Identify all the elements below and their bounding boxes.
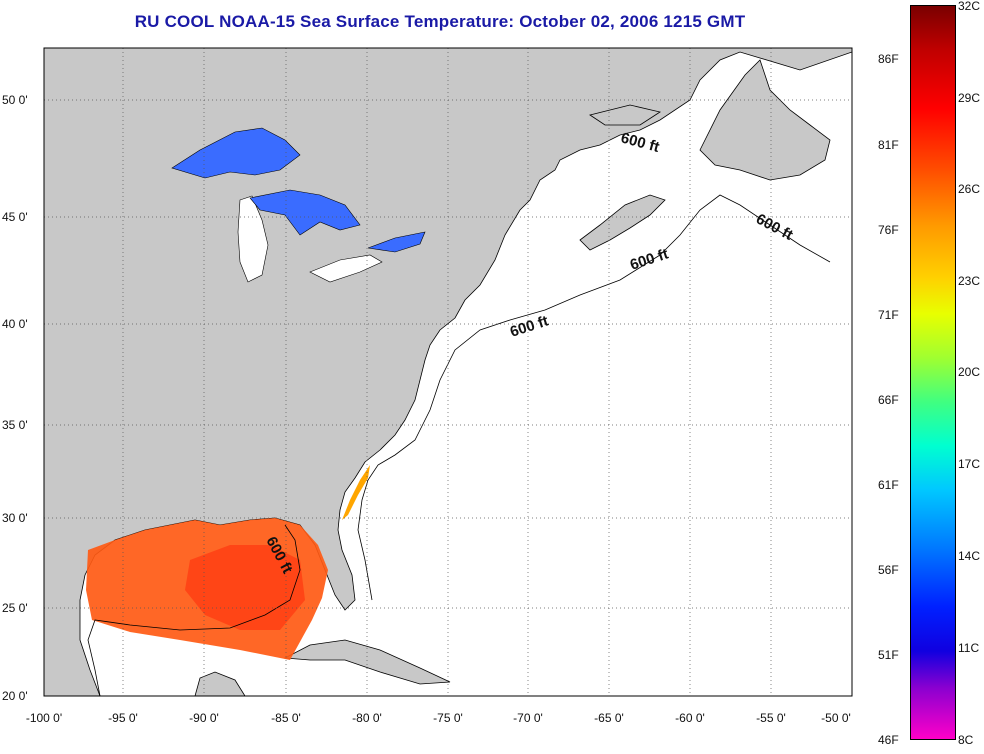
- colorbar-celsius-label: 14C: [958, 549, 981, 563]
- colorbar-fahrenheit-label: 46F: [878, 733, 899, 747]
- colorbar-celsius-label: 11C: [958, 641, 980, 655]
- isobath-600ft: [357, 194, 831, 601]
- lat-label: 25 0': [2, 601, 28, 615]
- lon-label: -75 0': [433, 711, 463, 725]
- colorbar-celsius-label: 32C: [958, 0, 981, 13]
- colorbar-celsius-label: 20C: [958, 365, 981, 379]
- temperature-colorbar: [910, 5, 956, 740]
- colorbar-fahrenheit-label: 66F: [878, 393, 899, 407]
- lat-label: 35 0': [2, 418, 28, 432]
- lake-huron: [249, 189, 361, 236]
- nova-scotia-land: [579, 194, 666, 251]
- lon-label: -95 0': [108, 711, 138, 725]
- colorbar-fahrenheit-label: 56F: [878, 563, 899, 577]
- colorbar-fahrenheit-label: 86F: [878, 52, 899, 66]
- map-title: RU COOL NOAA-15 Sea Surface Temperature:…: [134, 12, 746, 31]
- newfoundland-land: [699, 59, 831, 181]
- lake-superior: [171, 127, 301, 179]
- lake-erie: [309, 254, 383, 283]
- lon-label: -70 0': [513, 711, 543, 725]
- lon-label: -55 0': [756, 711, 786, 725]
- colorbar-celsius-label: 8C: [958, 733, 974, 747]
- colorbar-celsius-label: 23C: [958, 274, 981, 288]
- lake-ontario: [367, 231, 426, 253]
- colorbar-celsius-label: 26C: [958, 182, 981, 196]
- lat-label: 20 0': [2, 689, 28, 703]
- colorbar-fahrenheit-label: 71F: [878, 308, 899, 322]
- lat-label: 45 0': [2, 210, 28, 224]
- colorbar-fahrenheit-label: 81F: [878, 138, 899, 152]
- lon-label: -90 0': [189, 711, 219, 725]
- lon-label: -50 0': [821, 711, 851, 725]
- colorbar-celsius-label: 17C: [958, 457, 981, 471]
- isobath-600ft-gulf: [87, 524, 301, 697]
- lon-label: -65 0': [594, 711, 624, 725]
- lat-label: 40 0': [2, 317, 28, 331]
- lon-label: -100 0': [26, 711, 62, 725]
- cuba-land: [283, 639, 451, 685]
- lon-label: -60 0': [675, 711, 705, 725]
- colorbar-fahrenheit-label: 61F: [878, 478, 899, 492]
- lon-label: -85 0': [271, 711, 301, 725]
- colorbar-celsius-label: 29C: [958, 91, 981, 105]
- lat-label: 30 0': [2, 511, 28, 525]
- colorbar-fahrenheit-label: 76F: [878, 223, 899, 237]
- graticule: [44, 48, 852, 696]
- colorbar-fahrenheit-label: 51F: [878, 648, 899, 662]
- anticosti-land: [589, 104, 662, 126]
- lat-label: 50 0': [2, 93, 28, 107]
- gulf-stream-sst: [342, 465, 370, 520]
- lon-label: -80 0': [352, 711, 382, 725]
